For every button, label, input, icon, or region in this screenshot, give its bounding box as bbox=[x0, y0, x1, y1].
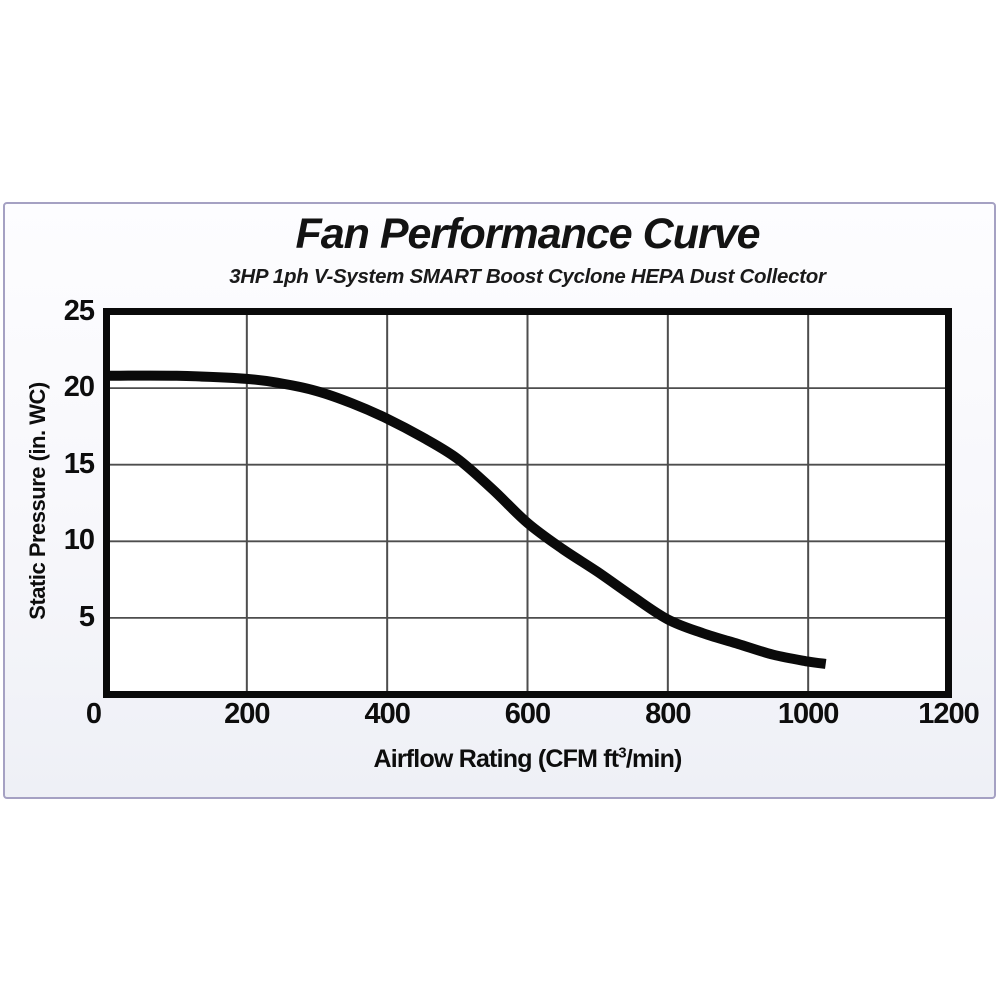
x-axis-label-suffix: /min) bbox=[625, 745, 683, 773]
x-axis-label-superscript: 3 bbox=[618, 744, 626, 762]
x-tick-label: 1000 bbox=[777, 698, 840, 730]
x-axis-label: Airflow Rating (CFM ft3/min) bbox=[103, 745, 952, 774]
y-tick-label: 10 bbox=[63, 524, 95, 557]
chart-subtitle: 3HP 1ph V-System SMART Boost Cyclone HEP… bbox=[229, 265, 826, 288]
fan-performance-curve bbox=[106, 370, 827, 669]
y-axis-label: Static Pressure (in. WC) bbox=[25, 382, 50, 620]
x-tick-label: 600 bbox=[504, 698, 551, 730]
y-tick-label: 20 bbox=[63, 371, 95, 404]
x-axis-label-text: Airflow Rating (CFM ft bbox=[373, 745, 619, 773]
y-tick-label: 5 bbox=[78, 600, 95, 633]
x-tick-label: 0 bbox=[85, 698, 102, 730]
y-tick-label: 15 bbox=[63, 447, 95, 480]
fan-performance-plot bbox=[103, 308, 952, 698]
x-tick-label: 800 bbox=[645, 698, 691, 730]
y-tick-label: 25 bbox=[63, 294, 95, 327]
x-tick-label: 1200 bbox=[918, 698, 980, 730]
x-tick-label: 200 bbox=[224, 698, 270, 730]
chart-title: Fan Performance Curve bbox=[295, 210, 760, 258]
x-tick-label: 400 bbox=[364, 698, 410, 730]
plot-border bbox=[103, 308, 952, 698]
